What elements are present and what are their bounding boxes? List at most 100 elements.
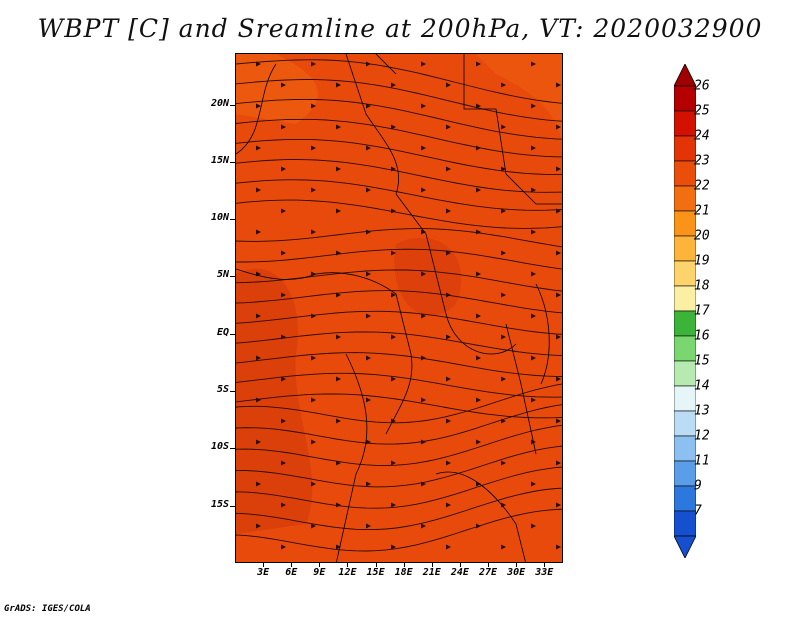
streamline-arrow (421, 397, 426, 403)
streamline-arrow (366, 271, 371, 277)
lon-tick-label: 3E (257, 567, 270, 578)
streamline-arrow (366, 313, 371, 319)
colorbar-label: 24 (694, 128, 710, 144)
streamline-arrow (421, 187, 426, 193)
colorbar-segment (674, 135, 696, 162)
lat-tick (230, 333, 235, 335)
streamline-arrow (391, 208, 396, 214)
streamline-arrow (311, 397, 316, 403)
streamline (236, 383, 562, 424)
streamline-arrow (256, 523, 261, 529)
streamline-arrow (336, 208, 341, 214)
streamline-arrow (311, 187, 316, 193)
streamline-arrow (366, 187, 371, 193)
streamline (236, 352, 562, 377)
streamline-arrow (336, 376, 341, 382)
streamline-arrow (336, 460, 341, 466)
streamline-arrow (391, 460, 396, 466)
streamline-arrow (421, 145, 426, 151)
shade-region (476, 54, 562, 144)
streamline-arrow (281, 334, 286, 340)
streamline-arrow (311, 313, 316, 319)
streamline-arrow (476, 229, 481, 235)
streamline-arrow (421, 523, 426, 529)
streamline (236, 290, 562, 314)
country-boundary (505, 283, 550, 455)
colorbar-label: 18 (694, 278, 710, 294)
streamline-arrow (256, 229, 261, 235)
lat-tick-label: 10N (210, 212, 229, 224)
country-boundary (463, 54, 562, 205)
colorbar-bottom-triangle (674, 535, 696, 558)
streamline (236, 424, 562, 466)
streamline (236, 508, 562, 552)
lon-tick-label: 33E (535, 567, 554, 578)
streamline-arrow (336, 502, 341, 508)
streamline-arrow (281, 82, 286, 88)
streamline-arrow (336, 250, 341, 256)
lon-tick (347, 563, 349, 567)
country-boundary (236, 54, 397, 155)
colorbar-label: 23 (694, 153, 710, 169)
streamline-arrow (501, 544, 506, 550)
streamline-arrow (531, 61, 536, 67)
streamline-arrow (421, 61, 426, 67)
lon-tick (375, 563, 377, 567)
streamline-arrow (421, 481, 426, 487)
streamline-arrow (336, 166, 341, 172)
streamline-arrow (311, 355, 316, 361)
streamline (236, 487, 562, 531)
streamline-arrow (446, 418, 451, 424)
streamline (236, 199, 562, 229)
streamline-arrow (366, 439, 371, 445)
country-boundary (435, 471, 526, 562)
streamline-arrow (556, 376, 561, 382)
streamline-arrow (446, 82, 451, 88)
streamline-arrow (421, 355, 426, 361)
colorbar-segment (674, 385, 696, 412)
streamline-arrow (256, 103, 261, 109)
streamline-arrow (501, 250, 506, 256)
colorbar-label: 12 (694, 428, 710, 444)
streamline-arrow (281, 502, 286, 508)
colorbar-segment (674, 235, 696, 262)
streamline-arrow (501, 166, 506, 172)
colorbar-label: 9 (694, 478, 702, 494)
colorbar-label: 7 (694, 503, 702, 519)
streamline-arrow (391, 166, 396, 172)
streamline-arrow (391, 82, 396, 88)
streamline-arrow (366, 523, 371, 529)
streamline-arrow (311, 481, 316, 487)
streamline-arrow (336, 292, 341, 298)
lat-tick (230, 448, 235, 450)
lat-tick-label: 10S (210, 441, 229, 453)
lon-tick-label: 30E (507, 567, 526, 578)
streamline-arrow (336, 544, 341, 550)
streamline-arrow (256, 187, 261, 193)
streamline-arrow (366, 103, 371, 109)
colorbar-label: 19 (694, 253, 710, 269)
colorbar-segment (674, 435, 696, 462)
streamline-arrow (281, 166, 286, 172)
colorbar-segment (674, 210, 696, 237)
colorbar-segment (674, 285, 696, 312)
colorbar-label: 17 (694, 303, 710, 319)
colorbar-segment (674, 510, 696, 537)
streamline (236, 331, 562, 356)
streamline-arrow (391, 250, 396, 256)
streamline-arrow (446, 460, 451, 466)
streamline-arrow (281, 124, 286, 130)
streamline-arrow (366, 397, 371, 403)
colorbar-segment (674, 160, 696, 187)
lon-tick-label: 27E (478, 567, 498, 578)
streamline-arrow (311, 145, 316, 151)
streamline-arrow (391, 376, 396, 382)
streamline-arrow (501, 418, 506, 424)
lon-tick (488, 563, 490, 567)
streamline-arrow (256, 61, 261, 67)
colorbar-top-triangle (674, 64, 696, 87)
streamline-arrow (446, 166, 451, 172)
streamline-arrow (501, 124, 506, 130)
streamline-arrow (421, 103, 426, 109)
lon-tick-label: 12E (338, 567, 357, 578)
